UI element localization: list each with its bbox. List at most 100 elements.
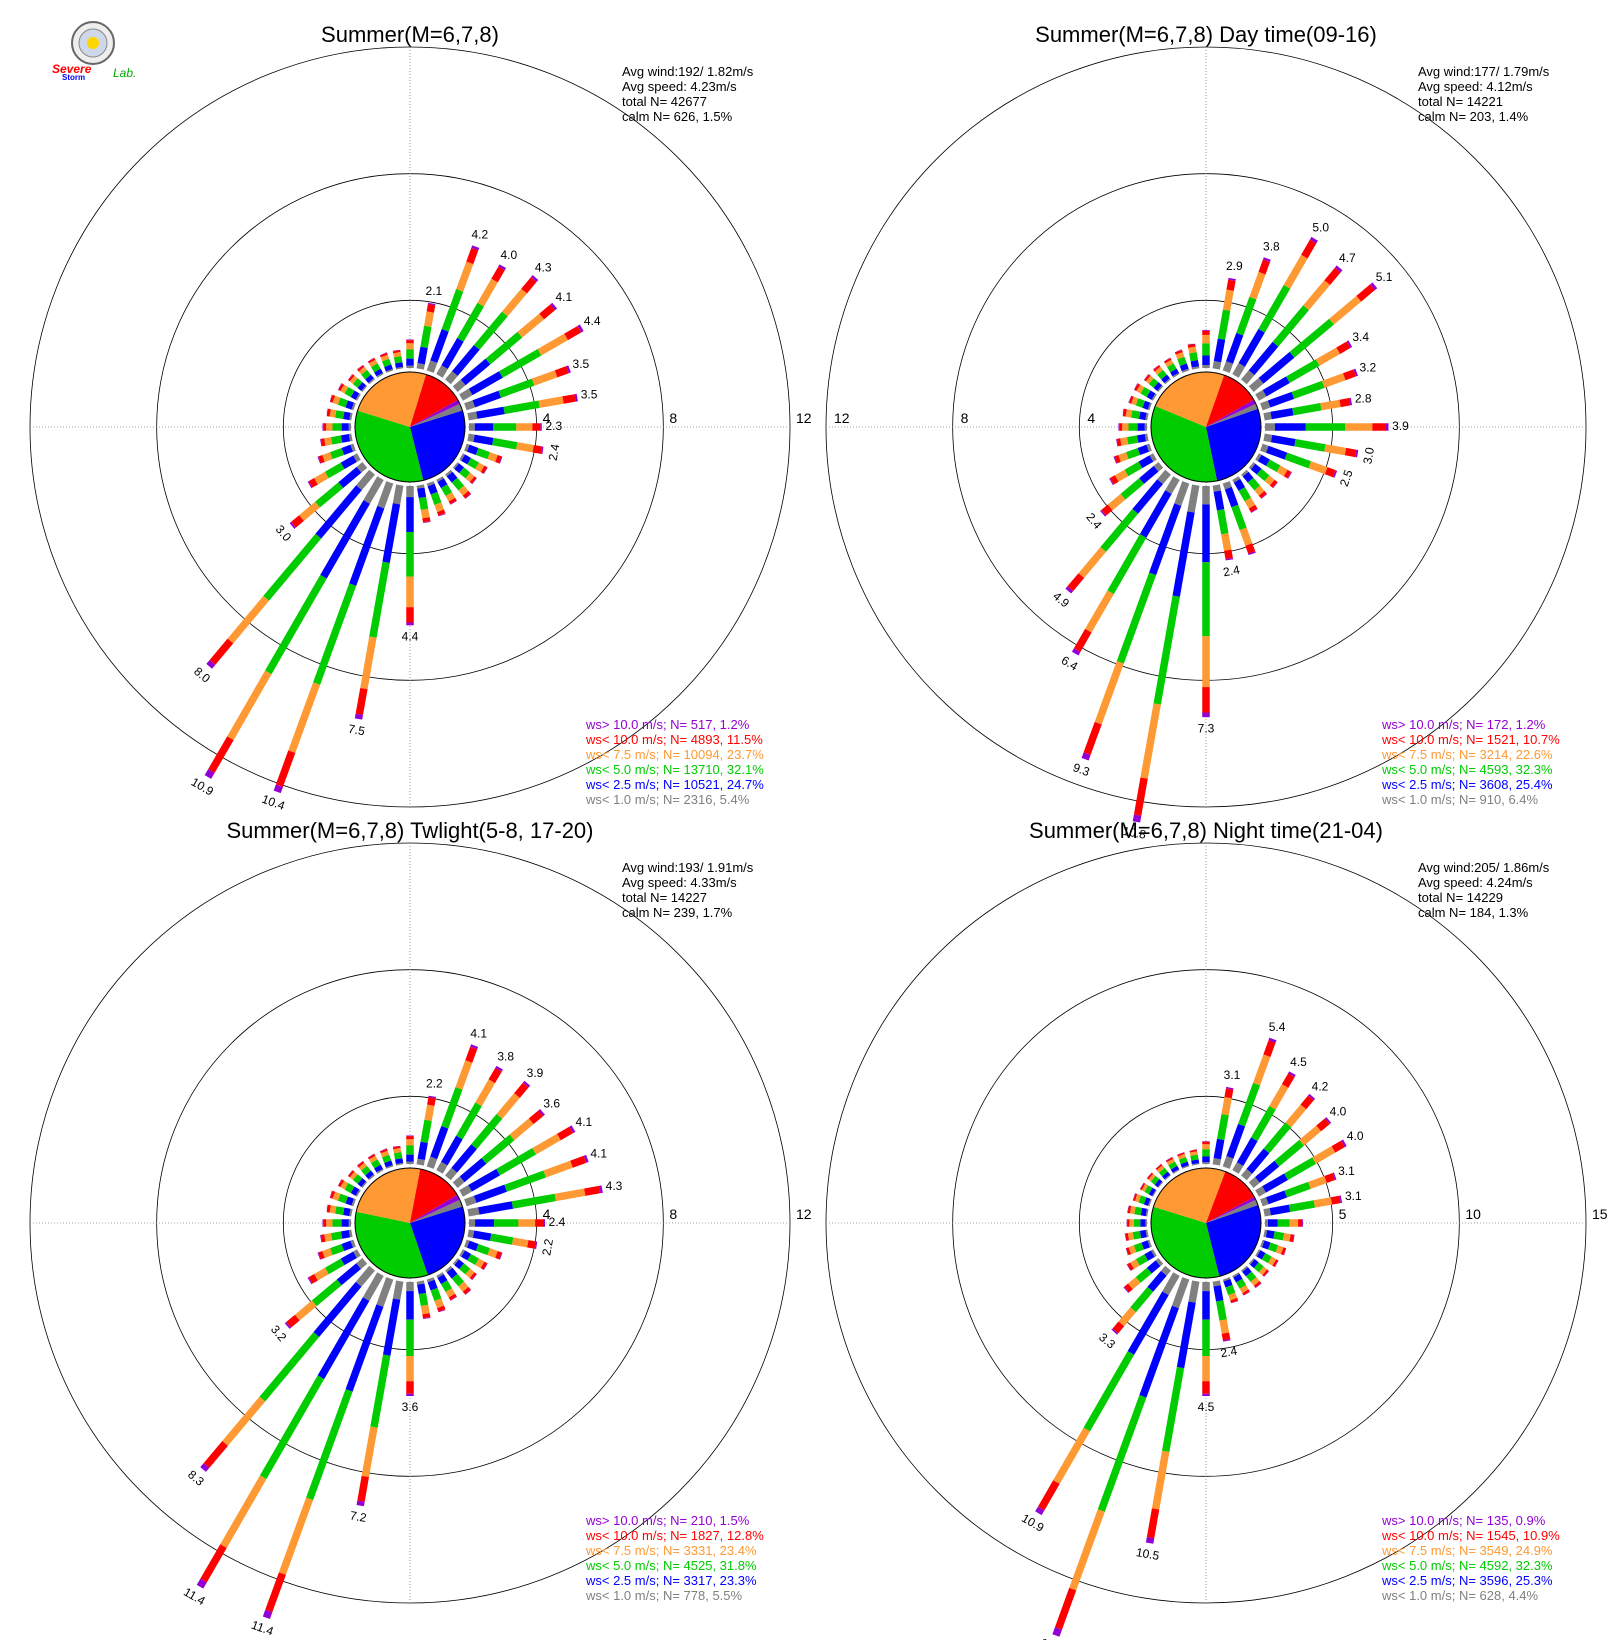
- wind-bar-segment: [550, 302, 558, 311]
- wind-bar-segment: [420, 1119, 432, 1143]
- legend-entry: ws< 7.5 m/s; N= 3331, 23.4%: [585, 1543, 757, 1558]
- wind-bar-segment: [1153, 462, 1164, 472]
- wind-bar-segment: [430, 329, 449, 363]
- stats-line: calm N= 239, 1.7%: [622, 905, 733, 920]
- wind-bar-segment: [265, 574, 327, 675]
- wind-bar-segment: [1138, 455, 1154, 469]
- wind-bar-segment: [335, 1206, 345, 1215]
- wind-bar-segment: [337, 397, 348, 408]
- stats-line: Avg speed: 4.23m/s: [622, 79, 737, 94]
- legend-entry: ws< 7.5 m/s; N= 10094, 23.7%: [585, 747, 764, 762]
- wind-bar-segment: [357, 1475, 369, 1502]
- wind-bar-segment: [1224, 486, 1239, 508]
- wind-bar-segment: [1219, 1319, 1230, 1334]
- wind-bar-segment: [499, 348, 542, 378]
- wind-bar-segment: [469, 1272, 477, 1280]
- wind-bar-segment: [459, 1185, 472, 1197]
- wind-bar-segment: [417, 346, 428, 365]
- wind-bar-segment: [1241, 1168, 1253, 1181]
- wind-bar-segment: [480, 465, 488, 474]
- wind-bar-segment: [459, 1158, 487, 1183]
- wind-bar-segment: [1232, 1162, 1244, 1174]
- wind-bar-segment: [1239, 1285, 1249, 1294]
- wind-bar-segment: [322, 1248, 333, 1259]
- wind-bar-segment: [1135, 1254, 1149, 1266]
- wind-bar-segment: [330, 1243, 345, 1256]
- wind-bar-segment: [1116, 438, 1122, 447]
- wind-bar-segment: [420, 1304, 430, 1315]
- wind-bar-segment: [466, 444, 479, 456]
- wind-bar-segment: [1273, 1231, 1285, 1241]
- wind-bar-segment: [464, 443, 470, 452]
- legend-entry: ws> 10.0 m/s; N= 210, 1.5%: [585, 1513, 750, 1528]
- bar-label: 4.1: [555, 290, 572, 304]
- wind-bar-segment: [1262, 1173, 1288, 1193]
- wind-bar-segment: [329, 394, 336, 403]
- wind-bar-segment: [326, 1204, 331, 1213]
- wind-bar-segment: [320, 438, 326, 447]
- wind-bar-segment: [468, 371, 503, 396]
- wind-bar-segment: [1164, 1174, 1171, 1181]
- wind-bar-segment: [416, 362, 425, 370]
- wind-bar-segment: [348, 1170, 355, 1178]
- wind-bar-segment: [464, 1239, 470, 1248]
- legend-entry: ws< 10.0 m/s; N= 1827, 12.8%: [585, 1528, 764, 1543]
- wind-bar-segment: [1263, 1040, 1276, 1057]
- logo-text-lab: Lab.: [113, 66, 136, 80]
- wind-bar-segment: [356, 1258, 368, 1269]
- wind-bar-segment: [1292, 403, 1322, 416]
- pie-slice: [1206, 403, 1258, 427]
- wind-bar-segment: [1151, 393, 1157, 401]
- ring-label: 8: [669, 410, 677, 426]
- wind-bar-segment: [464, 400, 476, 411]
- wind-bar-segment: [427, 1279, 438, 1291]
- wind-bar-segment: [459, 467, 471, 479]
- wind-bar-segment: [437, 478, 448, 489]
- wind-bar-segment: [465, 1046, 478, 1063]
- wind-bar-segment: [1149, 503, 1182, 576]
- wind-bar-segment: [1266, 459, 1281, 473]
- wind-bar-segment: [208, 736, 234, 773]
- bar-label: 2.8: [1355, 391, 1372, 405]
- pie-slice: [1151, 406, 1218, 483]
- wind-bar-segment: [1239, 527, 1253, 546]
- wind-bar-segment: [1308, 1093, 1316, 1101]
- wind-bar-segment: [340, 384, 349, 394]
- bar-label: 3.9: [1392, 419, 1409, 433]
- wind-bar-segment: [291, 515, 304, 528]
- bar-label: 2.4: [549, 1215, 566, 1229]
- wind-bar-segment: [430, 1126, 449, 1160]
- wind-bar-segment: [498, 264, 507, 271]
- wind-bar-segment: [1230, 1297, 1239, 1304]
- wind-bar-segment: [472, 390, 502, 408]
- pie-slice: [1155, 372, 1225, 427]
- wind-bar-segment: [1174, 349, 1183, 355]
- wind-bar-segment: [360, 636, 377, 690]
- pie-outline: [354, 1167, 466, 1279]
- wind-bar-segment: [1255, 1249, 1261, 1257]
- pie-slice: [410, 374, 458, 427]
- legend-entry: ws< 5.0 m/s; N= 4592, 32.3%: [1381, 1558, 1553, 1573]
- wind-bar-segment: [1147, 1239, 1152, 1248]
- wind-bar-segment: [349, 375, 358, 385]
- wind-bar-segment: [1236, 1278, 1247, 1289]
- wind-bar-segment: [466, 1240, 479, 1252]
- wind-bar-segment: [441, 337, 464, 369]
- wind-bar-segment: [476, 406, 505, 419]
- ring-label: 8: [961, 410, 969, 426]
- wind-bar-segment: [318, 1250, 325, 1260]
- wind-bar-segment: [465, 472, 475, 482]
- wind-bar-segment: [1140, 1207, 1147, 1217]
- bar-label: 3.3: [1096, 1330, 1118, 1352]
- wind-bar-segment: [490, 1233, 514, 1245]
- bar-label: 15.0: [1039, 1635, 1066, 1640]
- bar-label: 3.5: [573, 357, 590, 371]
- legend-entry: ws< 10.0 m/s; N= 1521, 10.7%: [1381, 732, 1560, 747]
- legend-entry: ws< 1.0 m/s; N= 778, 5.5%: [585, 1588, 743, 1603]
- wind-bar-segment: [1139, 1229, 1147, 1239]
- wind-bar-segment: [320, 1234, 326, 1243]
- wind-bar-segment: [1244, 497, 1256, 509]
- wind-bar-segment: [1262, 257, 1271, 262]
- wind-bar-segment: [1238, 487, 1252, 502]
- wind-bar-segment: [1130, 1286, 1154, 1313]
